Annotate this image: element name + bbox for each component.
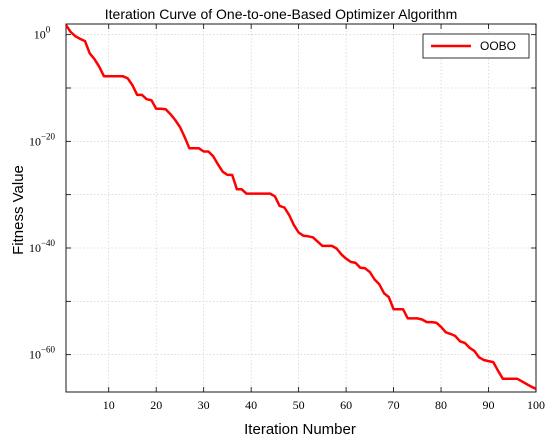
y-tick-label: 10−60 [29,345,56,362]
x-tick-label: 10 [103,398,115,412]
legend-label-oobo: OOBO [480,39,516,53]
chart-title: Iteration Curve of One-to-one-Based Opti… [105,6,458,22]
x-tick-label: 50 [293,398,305,412]
x-tick-label: 100 [527,398,545,412]
x-tick-label: 70 [388,398,400,412]
series-line-oobo [64,24,537,390]
y-tick-label: 100 [34,25,51,42]
x-tick-label: 60 [340,398,352,412]
y-axis-label: Fitness Value [10,165,27,255]
y-tick-label: 10−40 [29,238,56,255]
x-tick-label: 90 [483,398,495,412]
series [64,24,537,390]
plot-frame [65,23,537,393]
x-tick-label: 20 [150,398,162,412]
x-tick-label: 40 [245,398,257,412]
x-tick-label: 30 [198,398,210,412]
grid [66,24,536,392]
x-tick-label: 80 [435,398,447,412]
y-tick-label: 10−20 [29,131,56,148]
legend: OOBO [422,33,530,59]
x-axis-label: Iteration Number [244,421,356,438]
axes: 10 20 30 40 50 60 70 80 90 100 100 10−20 10−40 10−60 [29,23,545,412]
